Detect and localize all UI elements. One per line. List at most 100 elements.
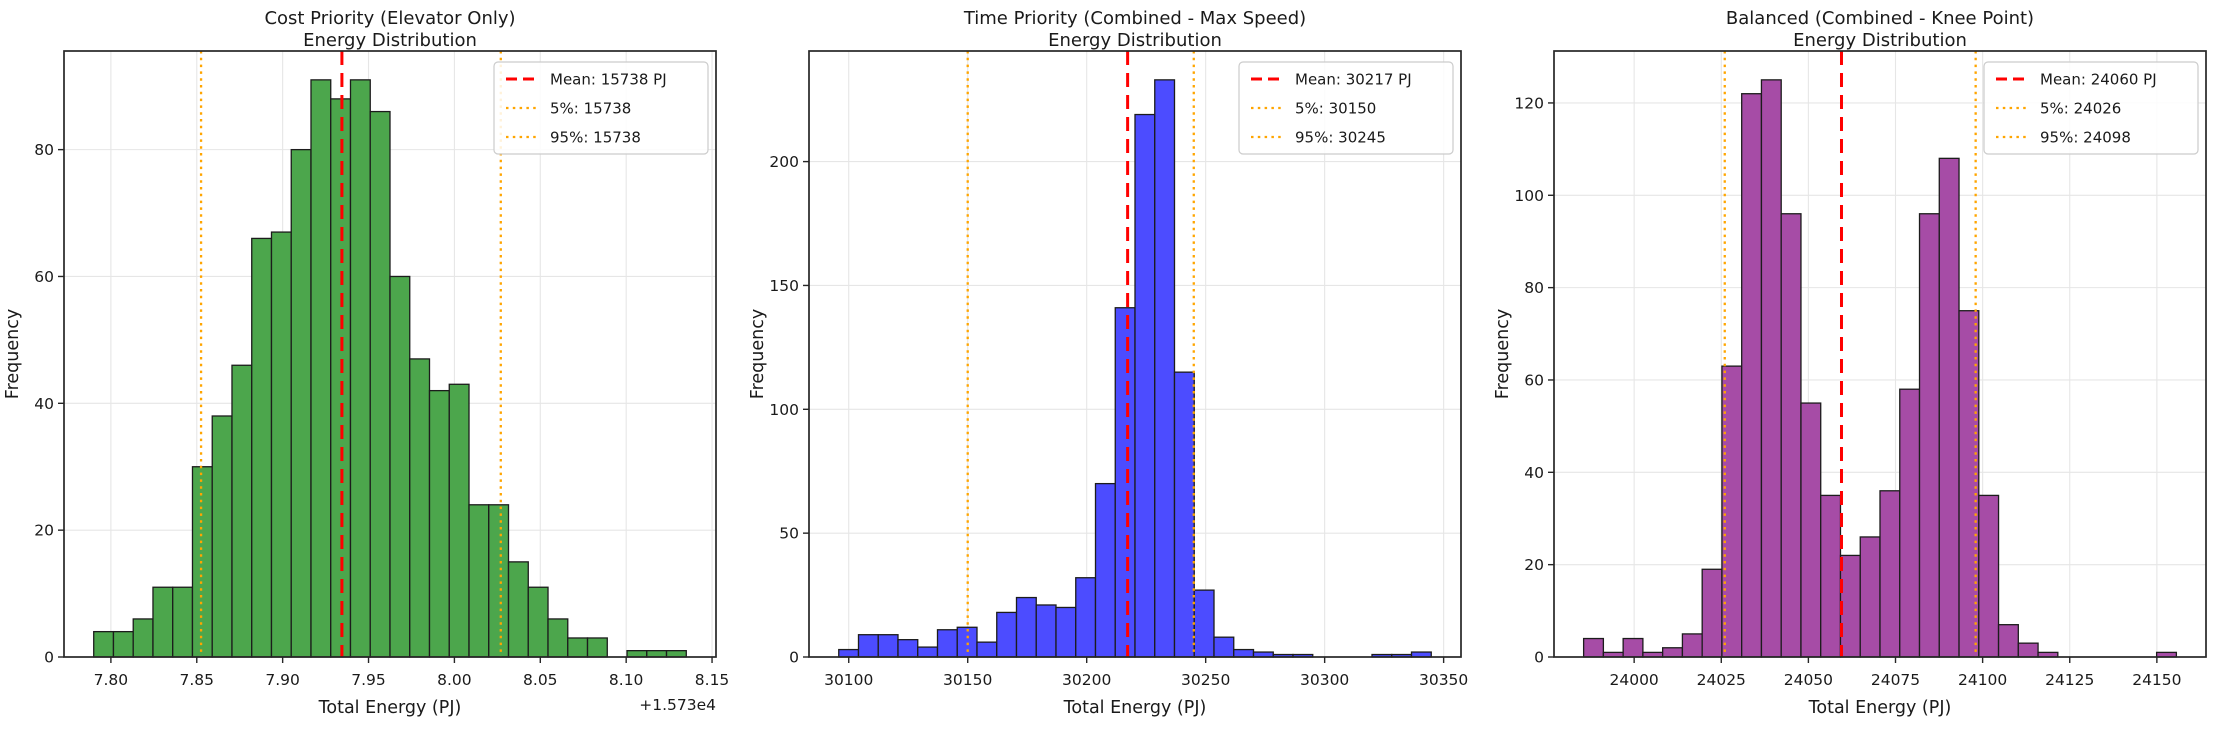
x-tick-label: 8.05 xyxy=(523,671,558,689)
y-tick-label: 120 xyxy=(1514,94,1544,112)
histogram-bar xyxy=(1114,307,1136,658)
x-tick-label: 24050 xyxy=(1784,671,1833,689)
y-axis-label: Frequency xyxy=(1493,309,1513,399)
histogram-bar xyxy=(1662,647,1684,658)
x-tick-label: 30150 xyxy=(943,671,992,689)
y-axis-label: Frequency xyxy=(3,309,23,399)
histogram-bar xyxy=(1701,568,1723,658)
histogram-bar xyxy=(1055,606,1077,658)
x-tick-label: 8.10 xyxy=(609,671,644,689)
histogram-bar xyxy=(1879,490,1901,658)
histogram-bar xyxy=(956,626,978,658)
subplot-time-priority: 30100 30150 30200 30250 30300 30350 0 50 100 150 2… xyxy=(745,0,1490,733)
x-axis-label: Total Energy (PJ) xyxy=(1808,698,1952,718)
histogram-bar xyxy=(172,586,194,658)
histogram-bar xyxy=(1918,213,1940,658)
histogram-bar xyxy=(290,148,312,658)
x-tick-label: 30200 xyxy=(1062,671,1111,689)
histogram-bar xyxy=(251,237,273,658)
histogram-bar xyxy=(1958,310,1980,658)
histogram-bar xyxy=(1622,637,1644,658)
x-axis-label: Total Energy (PJ) xyxy=(1063,698,1207,718)
histogram-bar xyxy=(665,650,687,658)
histogram-bar xyxy=(626,650,648,658)
histogram-bar xyxy=(897,639,919,658)
y-tick-label: 200 xyxy=(769,153,799,171)
histogram-bar xyxy=(1899,388,1921,658)
histogram-bar xyxy=(1134,113,1156,658)
x-tick-label: 30350 xyxy=(1419,671,1468,689)
x-tick-label: 8.15 xyxy=(695,671,730,689)
histogram-bar xyxy=(527,586,549,658)
y-tick-label: 100 xyxy=(769,401,799,419)
histogram-bar xyxy=(488,504,510,658)
histogram-bar xyxy=(1820,494,1842,658)
chart-subtitle: Energy Distribution xyxy=(1793,30,1967,51)
histogram-bar xyxy=(567,637,589,658)
x-tick-label: 8.00 xyxy=(437,671,472,689)
y-tick-label: 20 xyxy=(34,522,54,540)
histogram-bar xyxy=(191,466,213,658)
histogram-bars xyxy=(93,79,687,658)
histogram-bar xyxy=(1193,589,1215,658)
histogram-bar xyxy=(1938,157,1960,658)
x-tick-label: 24075 xyxy=(1871,671,1920,689)
x-tick-label: 7.80 xyxy=(94,671,129,689)
y-tick-label: 20 xyxy=(1524,556,1544,574)
y-tick-label: 100 xyxy=(1514,187,1544,205)
x-tick-label: 24125 xyxy=(2045,671,2094,689)
x-tick-label: 24000 xyxy=(1609,671,1658,689)
histogram-bar xyxy=(1582,637,1605,658)
histogram-bar xyxy=(310,79,332,658)
legend-mean-label: Mean: 30217 PJ xyxy=(1295,71,1412,89)
balanced-histogram: 24000 24025 24050 24075 24100 24125 24150 0 20 40… xyxy=(1490,0,2235,733)
histogram-bar xyxy=(349,79,371,658)
legend-frame xyxy=(493,61,709,155)
x-tick-label: 24150 xyxy=(2132,671,2181,689)
chart-subtitle: Energy Distribution xyxy=(1048,30,1222,51)
x-tick-label: 30300 xyxy=(1300,671,1349,689)
y-tick-label: 0 xyxy=(44,649,54,667)
subplot-balanced: 24000 24025 24050 24075 24100 24125 24150 0 20 40… xyxy=(1490,0,2235,733)
histogram-bar xyxy=(877,634,899,658)
histogram-bar xyxy=(1681,633,1703,658)
histogram-bar xyxy=(1800,402,1822,658)
histogram-bar xyxy=(1075,577,1097,658)
histogram-bar xyxy=(93,630,115,658)
chart-title: Cost Priority (Elevator Only) xyxy=(264,8,515,29)
histogram-bar xyxy=(1094,482,1116,658)
y-tick-label: 0 xyxy=(789,649,799,667)
legend-mean-label: Mean: 15738 PJ xyxy=(550,71,667,89)
legend-p95-label: 95%: 15738 xyxy=(550,129,641,147)
histogram-bar xyxy=(389,275,411,658)
legend: Mean: 30217 PJ 5%: 30150 95%: 30245 xyxy=(1238,61,1454,155)
x-tick-label: 24100 xyxy=(1958,671,2007,689)
histogram-bar xyxy=(1760,79,1782,658)
histogram-bar xyxy=(1721,365,1743,658)
x-axis-offset-label: +1.573e4 xyxy=(639,696,716,714)
histogram-bar xyxy=(152,586,174,658)
time-priority-histogram: 30100 30150 30200 30250 30300 30350 0 50 100 150 2… xyxy=(745,0,1490,733)
histogram-bar xyxy=(1035,604,1057,658)
histogram-bar xyxy=(132,618,154,658)
x-tick-label: 7.95 xyxy=(351,671,386,689)
axes-box xyxy=(63,50,717,658)
histogram-bar xyxy=(1173,371,1195,658)
histogram-bar xyxy=(1859,536,1881,658)
histogram-bar xyxy=(448,383,470,658)
axis-ticks xyxy=(1548,102,2158,663)
axes-box xyxy=(1553,50,2207,658)
histogram-bar xyxy=(646,650,668,658)
legend-mean-label: Mean: 24060 PJ xyxy=(2040,71,2157,89)
y-tick-label: 80 xyxy=(1524,279,1544,297)
histogram-bar xyxy=(586,637,608,658)
axes-box xyxy=(808,50,1462,658)
histogram-bar xyxy=(936,629,958,658)
histogram-bar xyxy=(976,641,998,658)
histogram-bar xyxy=(1978,494,2000,658)
y-tick-label: 60 xyxy=(34,268,54,286)
histogram-bar xyxy=(428,389,450,658)
histogram-bar xyxy=(507,561,529,658)
legend-frame xyxy=(1238,61,1454,155)
